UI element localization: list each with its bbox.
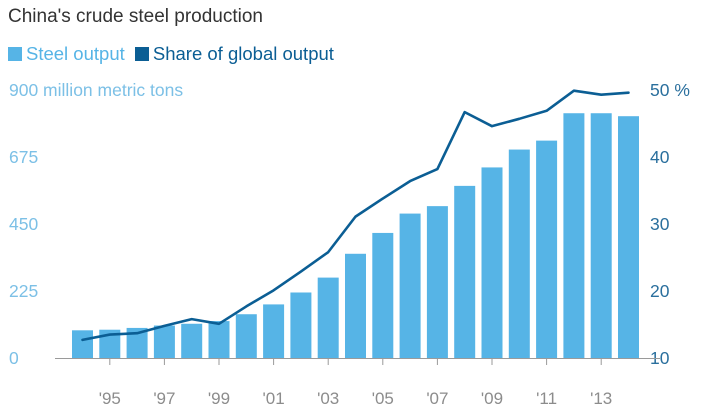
y-right-tick-label: 50 % [650, 80, 690, 100]
x-axis-ticks: '95 '97 '99 '01 '03 '05 '07 '09 '11 '13 [99, 358, 612, 408]
legend-item-steel-output: Steel output [8, 43, 125, 65]
x-tick-label: '99 [208, 389, 230, 408]
legend-swatch-global-share [134, 47, 149, 61]
bar-2001 [263, 304, 285, 358]
bar-2012 [563, 113, 585, 358]
y-left-tick-label: 675 [9, 147, 38, 167]
bar-1997 [153, 325, 175, 358]
x-tick-label: '03 [317, 389, 339, 408]
x-tick-label: '13 [590, 389, 612, 408]
y-left-tick-label: 900 million metric tons [9, 80, 183, 100]
bar-2011 [536, 140, 558, 358]
bar-2010 [508, 149, 530, 358]
bar-2013 [590, 113, 612, 358]
legend-swatch-steel-output [8, 47, 22, 61]
bar-2005 [372, 232, 394, 358]
legend-label-global-share: Share of global output [152, 43, 334, 64]
bar-2014 [618, 116, 639, 358]
left-axis-ticks: 0 225 450 675 900 million metric tons [9, 80, 183, 368]
line-share-of-global-output [81, 89, 630, 342]
y-right-tick-label: 40 [650, 147, 670, 167]
x-tick-label: '11 [536, 389, 557, 408]
bar-2004 [345, 253, 366, 358]
y-right-tick-label: 30 [650, 214, 670, 234]
x-tick-label: '07 [426, 389, 448, 408]
x-tick-label: '97 [153, 389, 175, 408]
line-global-share [81, 89, 630, 342]
legend-label-steel-output: Steel output [26, 43, 125, 64]
bar-2002 [290, 292, 312, 358]
chart-legend: Steel output Share of global output [8, 43, 339, 65]
chart-title: China's crude steel production [8, 6, 263, 27]
bars-steel-output [72, 113, 639, 358]
legend-item-global-share: Share of global output [134, 43, 334, 65]
y-left-tick-label: 450 [9, 214, 38, 234]
bar-2009 [481, 167, 503, 358]
bar-2007 [426, 206, 448, 358]
x-tick-label: '09 [481, 389, 503, 408]
bar-2003 [317, 277, 339, 358]
bar-2000 [235, 314, 257, 358]
bar-1996 [126, 327, 148, 358]
x-tick-label: '01 [263, 389, 285, 408]
y-right-tick-label: 20 [650, 281, 670, 301]
bar-2008 [454, 185, 476, 358]
x-tick-label: '95 [99, 389, 121, 408]
bar-1999 [208, 321, 230, 358]
x-tick-label: '05 [372, 389, 394, 408]
bar-2006 [399, 213, 421, 358]
y-left-tick-label: 225 [9, 281, 38, 301]
y-left-tick-label: 0 [9, 348, 19, 368]
bar-1998 [181, 323, 203, 358]
bar-1994 [72, 330, 93, 358]
